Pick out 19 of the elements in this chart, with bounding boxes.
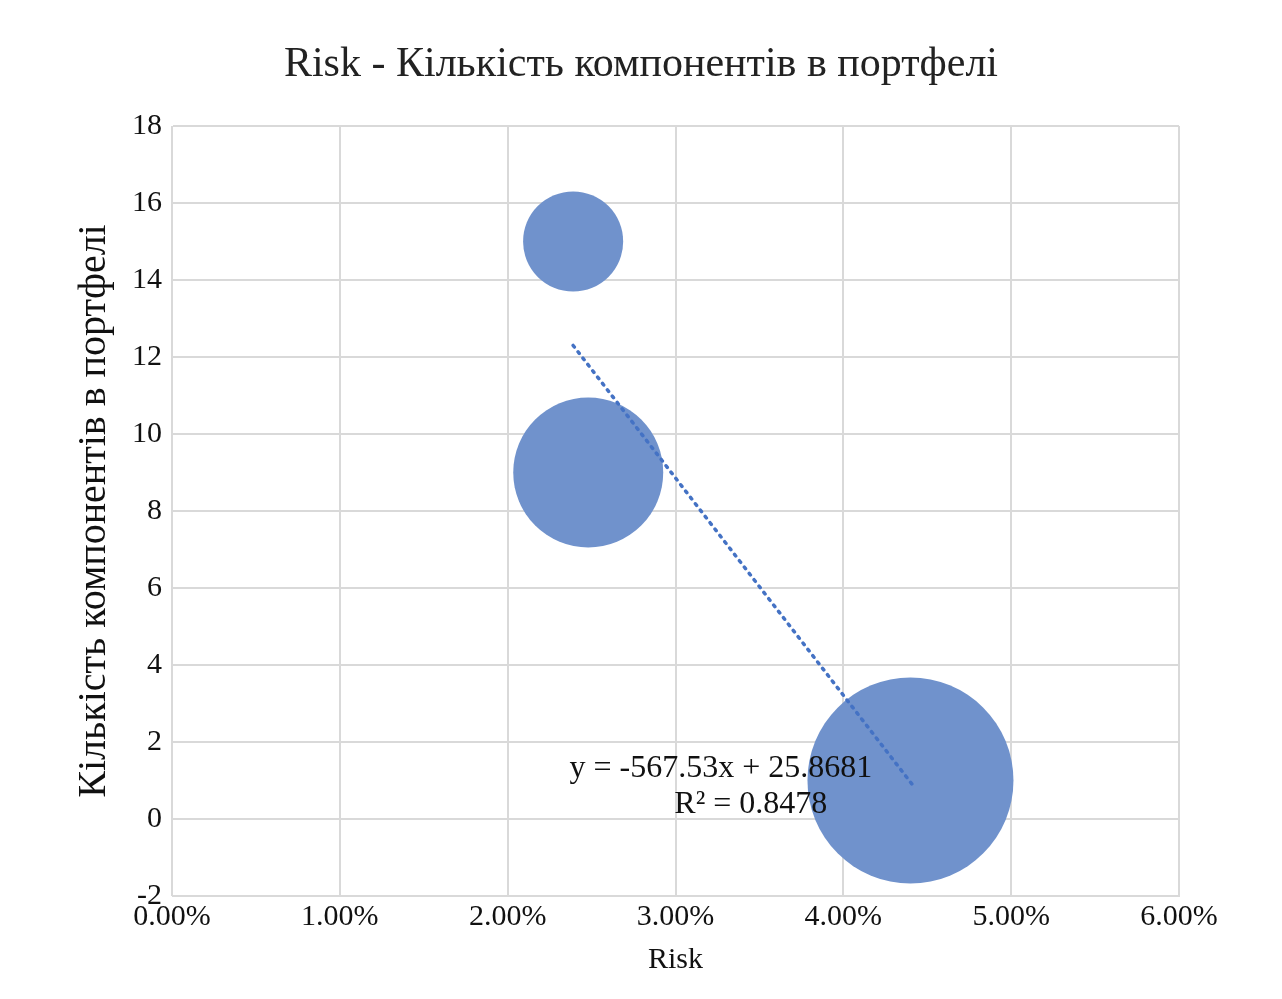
y-tick-label: 18 [132, 106, 162, 140]
y-tick-label: 10 [132, 414, 162, 448]
y-axis-title: Кількість компонентів в портфелі [68, 224, 114, 798]
x-axis-title: Risk [647, 940, 704, 974]
y-tick-label: 0 [147, 799, 162, 833]
y-tick-label: 16 [132, 183, 162, 217]
chart-title: Risk - Кількість компонентів в портфелі [282, 38, 1000, 86]
y-tick-label: 2 [147, 722, 162, 756]
y-tick-label: 14 [132, 260, 162, 294]
x-tick-label: 1.00% [301, 897, 379, 931]
y-tick-label: 8 [147, 491, 162, 525]
x-tick-label: 3.00% [636, 897, 715, 931]
y-tick-label: 12 [132, 337, 162, 371]
y-tick-label: 4 [147, 645, 162, 679]
y-tick-label: 6 [147, 568, 162, 602]
x-tick-label: 4.00% [804, 897, 883, 931]
x-tick-label: 2.00% [468, 897, 547, 931]
x-tick-label: 5.00% [972, 897, 1050, 931]
x-tick-label: 6.00% [1140, 897, 1218, 931]
